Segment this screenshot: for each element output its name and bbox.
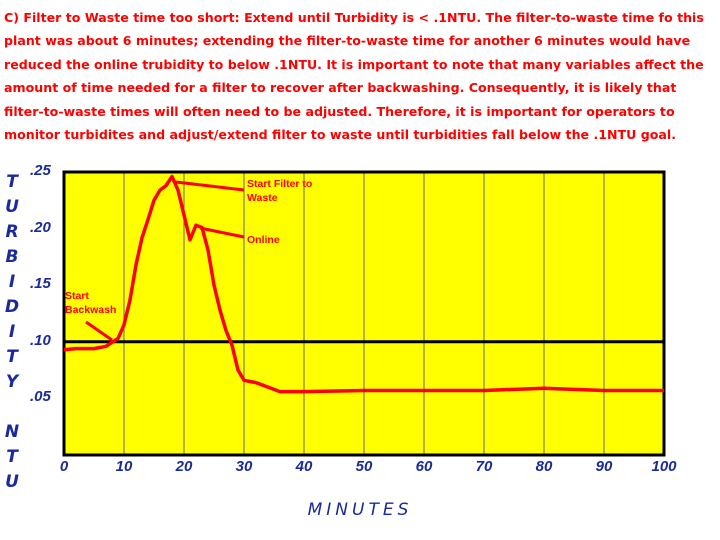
x-tick-label: 80 [535, 458, 553, 475]
x-tick-label: 0 [59, 458, 69, 475]
y-tick-label: .25 [30, 162, 51, 179]
y-tick-label: .20 [30, 218, 51, 236]
x-tick-label: 60 [415, 458, 433, 475]
title: C) Filter to Waste time too short: Exten… [4, 10, 704, 143]
data-line [63, 174, 664, 394]
arrow [175, 180, 245, 192]
x-tick-label: 40 [295, 458, 313, 475]
x-tick-label: 50 [355, 458, 373, 475]
x-tick-label: 10 [115, 458, 133, 475]
annotation: Start Backwash [65, 290, 117, 316]
y-tick-label: .05 [30, 388, 51, 406]
arrow [85, 320, 113, 342]
x-tick-label: 30 [235, 458, 253, 475]
plot-border [62, 170, 666, 457]
y-tick-label: .15 [30, 275, 51, 293]
arrow [199, 226, 245, 239]
x-tick-label: 70 [475, 458, 493, 475]
x-axis-label: MINUTES [307, 500, 413, 520]
annotation: Online [247, 234, 280, 246]
x-tick-label: 90 [595, 458, 613, 475]
annotation: Start Filter to Waste [247, 178, 313, 204]
annotation-arrows [85, 180, 245, 342]
x-tick-label: 20 [175, 458, 193, 475]
y-tick-label: .10 [30, 331, 51, 349]
y-axis-label: TURBIDITY NTU [2, 172, 22, 497]
x-tick-label: 100 [651, 458, 677, 475]
